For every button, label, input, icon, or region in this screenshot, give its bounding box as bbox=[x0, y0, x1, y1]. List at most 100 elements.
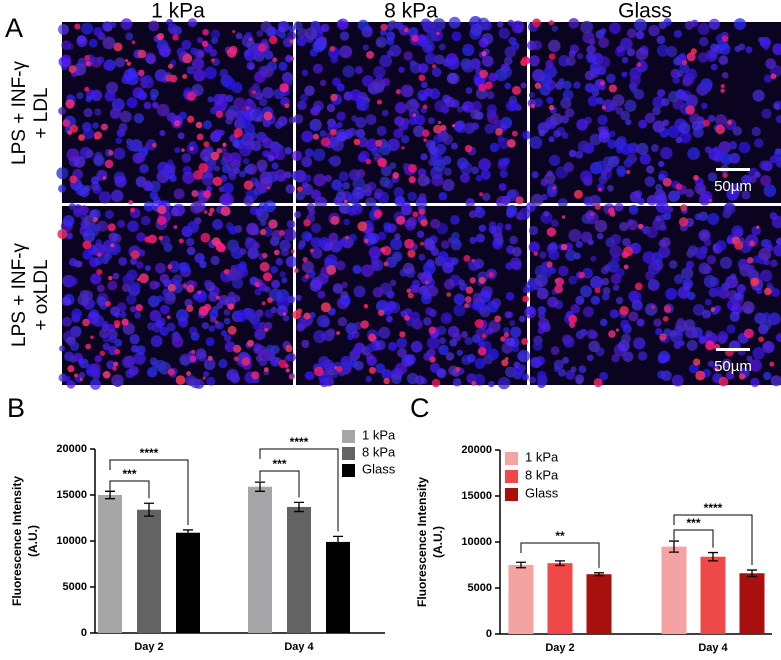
nucleus bbox=[285, 184, 295, 194]
nucleus bbox=[717, 331, 729, 342]
legend-label: 1 kPa bbox=[362, 427, 396, 442]
nucleus bbox=[752, 255, 761, 264]
nucleus bbox=[453, 293, 466, 305]
nucleus bbox=[82, 121, 92, 132]
nucleus bbox=[635, 30, 645, 40]
nucleus bbox=[293, 21, 303, 31]
nucleus bbox=[413, 125, 425, 138]
nucleus bbox=[568, 149, 577, 158]
lipid-stain bbox=[436, 31, 440, 36]
nucleus bbox=[93, 154, 105, 167]
nucleus bbox=[252, 82, 260, 90]
nucleus bbox=[83, 215, 96, 228]
nucleus bbox=[598, 175, 608, 185]
y-tick-label: 0 bbox=[81, 627, 87, 639]
nucleus bbox=[550, 219, 559, 227]
lipid-stain bbox=[210, 151, 220, 161]
lipid-stain bbox=[368, 366, 376, 374]
nucleus bbox=[509, 257, 522, 270]
lipid-stain bbox=[136, 277, 141, 282]
nucleus bbox=[568, 228, 582, 242]
nucleus bbox=[529, 136, 543, 150]
nucleus bbox=[707, 115, 716, 123]
nucleus bbox=[243, 123, 256, 135]
nucleus bbox=[729, 152, 741, 164]
lipid-stain bbox=[515, 196, 524, 205]
nucleus bbox=[489, 142, 500, 153]
nucleus bbox=[428, 309, 437, 318]
nucleus bbox=[577, 140, 590, 153]
legend-swatch bbox=[505, 452, 518, 465]
lipid-stain bbox=[232, 29, 236, 34]
significance-label: *** bbox=[272, 457, 286, 471]
nucleus bbox=[506, 204, 518, 216]
x-tick-label: Day 4 bbox=[698, 642, 728, 654]
nucleus bbox=[254, 328, 266, 341]
nucleus bbox=[89, 378, 101, 390]
nucleus bbox=[497, 376, 511, 390]
lipid-stain bbox=[522, 295, 529, 303]
nucleus bbox=[718, 141, 731, 154]
lipid-stain bbox=[608, 84, 617, 93]
column-header: 1 kPa bbox=[151, 0, 205, 23]
lipid-stain bbox=[269, 35, 278, 45]
nucleus bbox=[194, 252, 205, 264]
lipid-stain bbox=[112, 366, 117, 371]
nucleus bbox=[149, 280, 159, 290]
nucleus bbox=[529, 225, 539, 236]
nucleus bbox=[528, 55, 540, 67]
nucleus bbox=[118, 122, 128, 132]
nucleus bbox=[381, 369, 393, 380]
nucleus bbox=[607, 139, 617, 149]
lipid-stain bbox=[197, 290, 202, 295]
nucleus bbox=[160, 304, 170, 315]
nucleus bbox=[234, 309, 248, 323]
nucleus bbox=[319, 377, 329, 388]
nucleus bbox=[76, 34, 86, 44]
nucleus bbox=[85, 95, 93, 103]
lipid-stain bbox=[710, 307, 716, 312]
lipid-stain bbox=[532, 18, 541, 28]
nucleus bbox=[317, 290, 326, 299]
lipid-stain bbox=[74, 23, 81, 30]
nucleus bbox=[504, 82, 512, 90]
nucleus bbox=[687, 147, 701, 160]
lipid-stain bbox=[501, 359, 509, 367]
error-bar bbox=[669, 540, 679, 553]
nucleus bbox=[285, 256, 298, 268]
lipid-stain bbox=[478, 277, 486, 284]
nucleus bbox=[328, 157, 336, 165]
nucleus bbox=[553, 130, 561, 138]
nucleus bbox=[422, 261, 436, 275]
nucleus bbox=[243, 195, 254, 207]
lipid-stain bbox=[663, 305, 672, 313]
nucleus bbox=[393, 128, 404, 139]
nucleus bbox=[83, 108, 93, 118]
nucleus bbox=[553, 359, 564, 370]
nucleus bbox=[145, 182, 154, 191]
nucleus bbox=[394, 116, 405, 127]
lipid-stain bbox=[690, 48, 697, 55]
nucleus bbox=[548, 154, 561, 167]
nucleus bbox=[226, 162, 235, 171]
nucleus bbox=[685, 326, 698, 339]
y-tick-label: 15000 bbox=[461, 490, 492, 502]
nucleus bbox=[296, 323, 305, 332]
nucleus bbox=[677, 317, 685, 325]
nucleus bbox=[284, 354, 292, 362]
nucleus bbox=[715, 114, 727, 126]
nucleus bbox=[123, 68, 136, 81]
nucleus bbox=[139, 163, 149, 174]
nucleus bbox=[631, 299, 643, 311]
lipid-stain bbox=[554, 284, 563, 294]
nucleus bbox=[218, 299, 226, 306]
nucleus bbox=[408, 27, 419, 38]
nucleus bbox=[655, 327, 663, 336]
lipid-stain bbox=[455, 366, 461, 372]
lipid-stain bbox=[202, 376, 206, 380]
lipid-stain bbox=[383, 377, 390, 385]
lipid-stain bbox=[560, 243, 568, 251]
nucleus bbox=[390, 238, 403, 251]
nucleus bbox=[525, 202, 536, 213]
nucleus bbox=[230, 246, 244, 260]
